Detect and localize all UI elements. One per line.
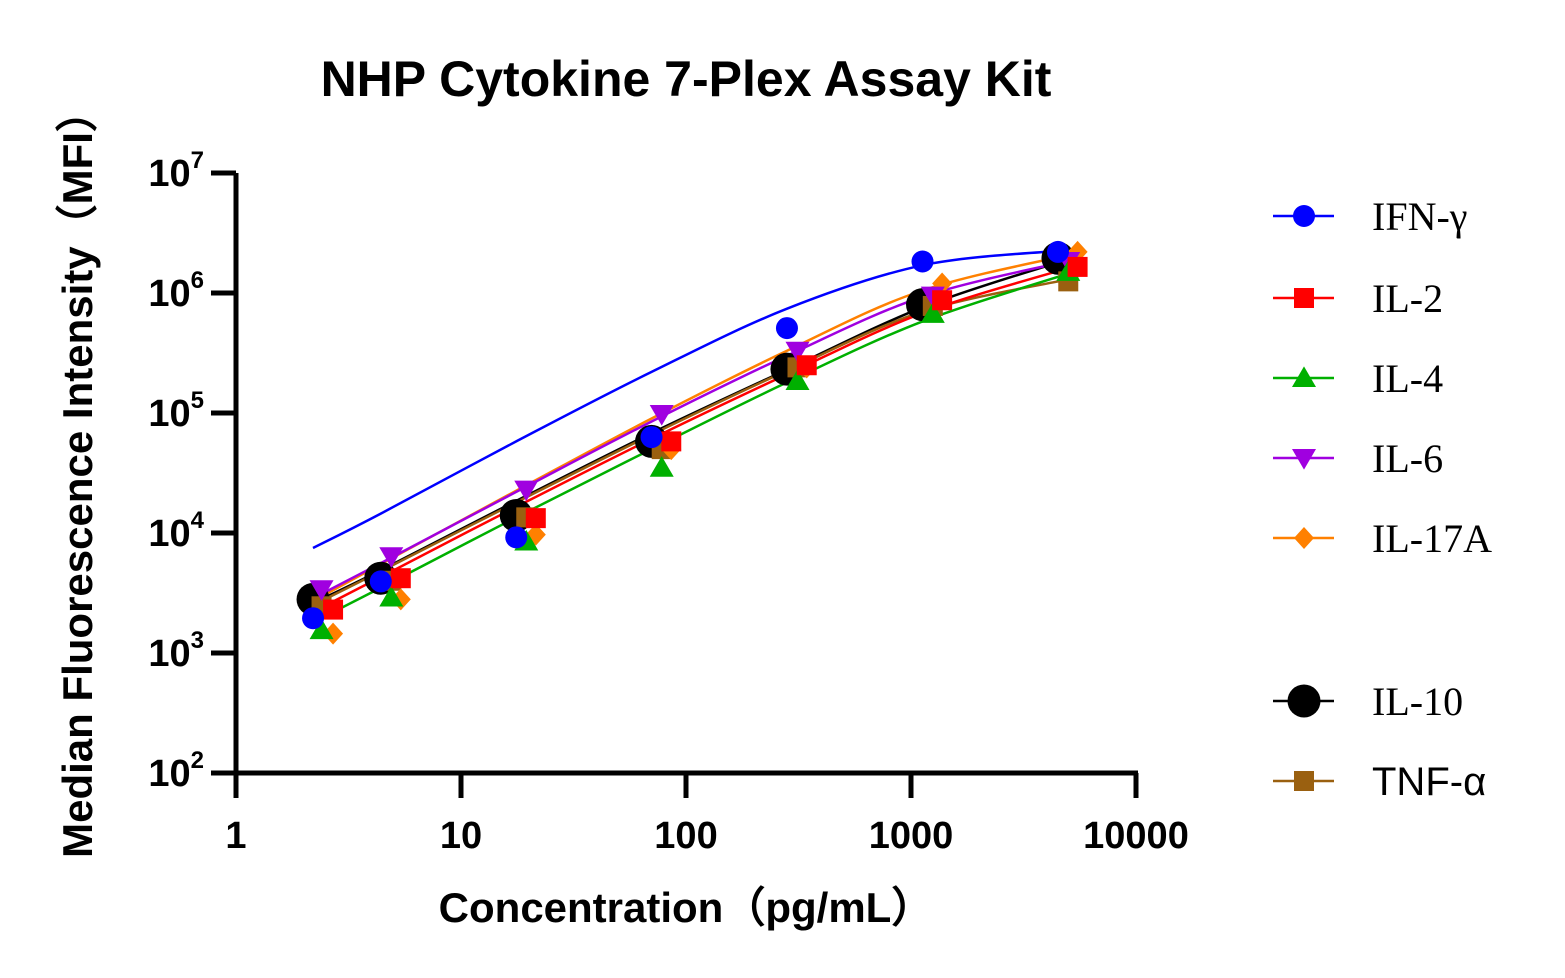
legend-label: IL-6 [1372,436,1443,481]
y-axis-title: Median Fluorescence Intensity（MFI） [54,90,101,858]
data-point-IL-4 [785,369,810,390]
legend-label: IFN-γ [1372,194,1467,239]
legend-marker [1287,684,1321,718]
x-tick-label: 10000 [1083,815,1189,857]
y-tick-exponent: 6 [191,267,204,294]
y-tick-label: 106 [148,267,204,315]
data-point-IL-4 [309,618,334,640]
data-point-IFN-γ [640,426,663,449]
data-point-IL-6 [649,405,674,426]
data-point-IL-6 [309,580,334,601]
data-point-IL-2 [1067,256,1088,277]
data-point-IL-4 [920,302,945,323]
data-point-IL-2 [796,355,817,376]
legend-label: IL-10 [1372,679,1463,724]
y-tick-base: 10 [148,273,190,315]
y-tick-exponent: 4 [191,507,205,534]
data-point-IL-2 [390,568,411,589]
y-tick-label: 105 [148,387,204,435]
fit-curve-IL-2 [312,264,1078,614]
data-point-IL-4 [379,585,404,607]
legend-marker [1294,527,1314,549]
data-point-IL-2 [525,508,546,529]
legend: IFN-γ IL-2 IL-4 IL-6 IL-17A IL-10 TNF-α [1273,194,1492,804]
data-point-IFN-γ [775,317,798,340]
legend-label: TNF-α [1372,760,1486,804]
data-point-IFN-γ [911,250,934,273]
legend-label: IL-2 [1372,276,1443,321]
legend-marker [1294,771,1314,791]
data-point-IL-6 [514,480,539,502]
x-tick-label: 100 [654,815,717,857]
ticks [211,170,1139,798]
legend-marker [1292,449,1316,470]
y-tick-base: 10 [148,633,190,675]
y-tick-label: 102 [148,747,204,795]
data-point-IFN-γ [369,570,392,593]
x-axis-title: Concentration（pg/mL） [439,884,934,931]
x-tick-label: 1 [225,815,246,857]
data-point-IFN-γ [302,607,325,630]
legend-marker [1292,366,1316,387]
data-point-IL-6 [785,341,810,363]
y-tick-base: 10 [148,393,190,435]
legend-marker [1293,205,1315,227]
fit-curve-IL-4 [312,272,1069,624]
y-tick-label: 107 [148,147,204,195]
x-tick-label: 1000 [869,815,954,857]
y-tick-exponent: 3 [191,627,204,654]
y-tick-exponent: 7 [191,147,204,174]
fit-curve-TNF-α [312,278,1069,607]
y-tick-exponent: 2 [191,747,204,774]
legend-label: IL-4 [1372,356,1443,401]
x-tick-label: 10 [440,815,482,857]
data-point-IFN-γ [505,526,528,549]
y-tick-base: 10 [148,153,190,195]
data-point-IFN-γ [1046,240,1069,263]
data-point-IL-6 [379,547,404,568]
axes [233,173,1138,776]
fit-curves [312,249,1078,624]
y-tick-label: 104 [148,507,204,555]
y-tick-base: 10 [148,513,190,555]
legend-marker [1294,288,1314,308]
data-point-IL-2 [323,599,344,620]
data-point-IL-4 [649,456,674,477]
y-tick-base: 10 [148,753,190,795]
data-point-IL-2 [661,431,682,452]
y-tick-label: 103 [148,627,204,675]
legend-label: IL-17A [1372,516,1492,561]
y-tick-exponent: 5 [191,387,204,414]
chart-title: NHP Cytokine 7-Plex Assay Kit [321,51,1052,107]
data-points [296,240,1088,645]
data-point-IL-2 [932,290,953,311]
